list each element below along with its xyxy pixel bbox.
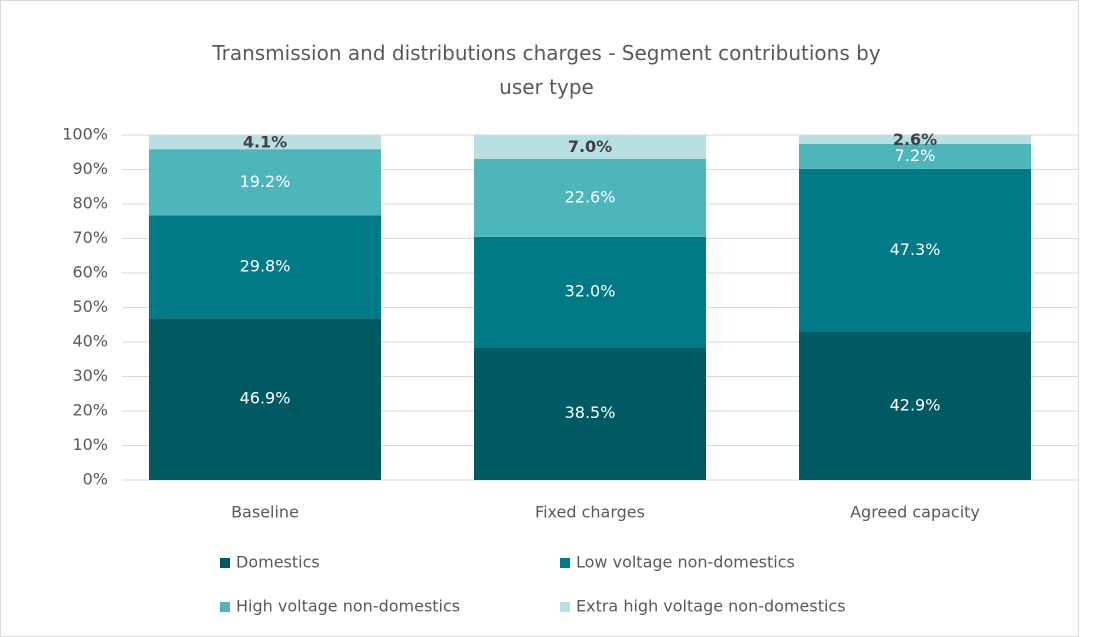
data-label: 7.2% xyxy=(895,146,936,165)
legend-label: Extra high voltage non-domestics xyxy=(576,597,846,616)
x-tick-label: Agreed capacity xyxy=(850,503,980,522)
data-label: 42.9% xyxy=(890,395,941,414)
y-tick-label: 70% xyxy=(72,228,108,247)
y-tick-label: 40% xyxy=(72,332,108,351)
data-label: 46.9% xyxy=(240,389,291,408)
legend-label: Low voltage non-domestics xyxy=(576,553,795,572)
bar-segment xyxy=(474,158,706,237)
data-label: 2.6% xyxy=(893,130,937,149)
y-tick-label: 30% xyxy=(72,366,108,385)
chart-title: Transmission and distributions charges -… xyxy=(212,41,881,99)
bar-segment xyxy=(799,168,1031,332)
data-label: 38.5% xyxy=(565,403,616,422)
x-tick-label: Fixed charges xyxy=(535,503,645,522)
legend-label: Domestics xyxy=(236,553,320,572)
y-tick-label: 10% xyxy=(72,435,108,454)
bar-segment xyxy=(149,149,381,216)
y-tick-label: 90% xyxy=(72,159,108,178)
legend-swatch xyxy=(220,602,230,612)
bar-segment xyxy=(149,215,381,319)
data-label: 19.2% xyxy=(240,172,291,191)
data-label: 22.6% xyxy=(565,187,616,206)
y-tick-label: 0% xyxy=(83,470,108,489)
data-label: 7.0% xyxy=(568,137,612,156)
data-label: 32.0% xyxy=(565,281,616,300)
bar-segment xyxy=(799,331,1031,480)
bar-segment xyxy=(799,135,1031,144)
bar-segment xyxy=(149,135,381,150)
bar-segment xyxy=(474,236,706,348)
data-label: 4.1% xyxy=(243,133,287,152)
bar-segment xyxy=(474,134,706,159)
y-tick-label: 60% xyxy=(72,263,108,282)
bar-segment xyxy=(474,347,706,480)
bar-segment xyxy=(149,318,381,480)
y-tick-label: 80% xyxy=(72,194,108,213)
y-tick-label: 20% xyxy=(72,401,108,420)
legend-swatch xyxy=(560,558,570,568)
y-tick-label: 100% xyxy=(62,125,108,144)
data-label: 29.8% xyxy=(240,256,291,275)
x-tick-label: Baseline xyxy=(231,503,299,522)
legend-swatch xyxy=(560,602,570,612)
legend-label: High voltage non-domestics xyxy=(236,597,460,616)
legend-swatch xyxy=(220,558,230,568)
bar-segment xyxy=(799,143,1031,169)
data-label: 47.3% xyxy=(890,240,941,259)
y-tick-label: 50% xyxy=(72,297,108,316)
